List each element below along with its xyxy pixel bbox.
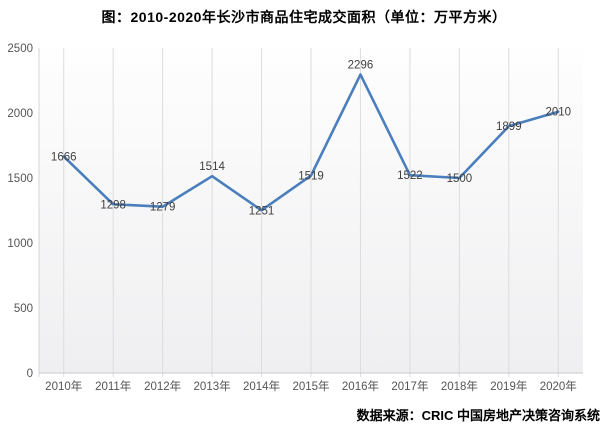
x-axis-label: 2020年 (540, 379, 577, 393)
x-axis-label: 2018年 (441, 379, 478, 393)
data-point-label: 1519 (298, 171, 324, 183)
x-axis-label: 2016年 (342, 379, 379, 393)
x-axis-label: 2019年 (490, 379, 527, 393)
y-axis-label: 1500 (7, 173, 33, 185)
data-line (62, 73, 560, 212)
data-point-label: 1251 (249, 205, 275, 217)
chart-title: 图：2010-2020年长沙市商品住宅成交面积（单位：万平方米） (101, 9, 507, 25)
y-axis-label: 2500 (7, 43, 33, 55)
y-axis-label: 1000 (7, 238, 33, 250)
x-axis-label: 2017年 (391, 379, 428, 393)
x-axis-label: 2012年 (144, 379, 181, 393)
data-point-label: 2010 (545, 107, 571, 119)
data-point-label: 1522 (397, 170, 423, 182)
y-axis-label: 500 (14, 303, 33, 315)
data-point-label: 1899 (496, 121, 522, 133)
x-axis-label: 2011年 (95, 379, 131, 393)
x-axis-label: 2015年 (292, 379, 329, 393)
data-point-label: 1279 (150, 202, 176, 214)
x-axis-label: 2014年 (243, 379, 280, 393)
x-axis-label: 2010年 (45, 379, 82, 393)
data-point-label: 1514 (199, 161, 225, 173)
y-axis-label: 2000 (7, 108, 33, 120)
data-point-label: 1666 (51, 151, 77, 163)
data-point-label: 1500 (447, 173, 473, 185)
data-source-note: 数据来源：CRIC 中国房地产决策咨询系统 (356, 408, 600, 423)
x-axis-label: 2013年 (194, 379, 231, 393)
data-point-label: 1298 (100, 199, 126, 211)
data-point-label: 2296 (348, 60, 374, 72)
y-axis-label: 0 (27, 368, 33, 380)
